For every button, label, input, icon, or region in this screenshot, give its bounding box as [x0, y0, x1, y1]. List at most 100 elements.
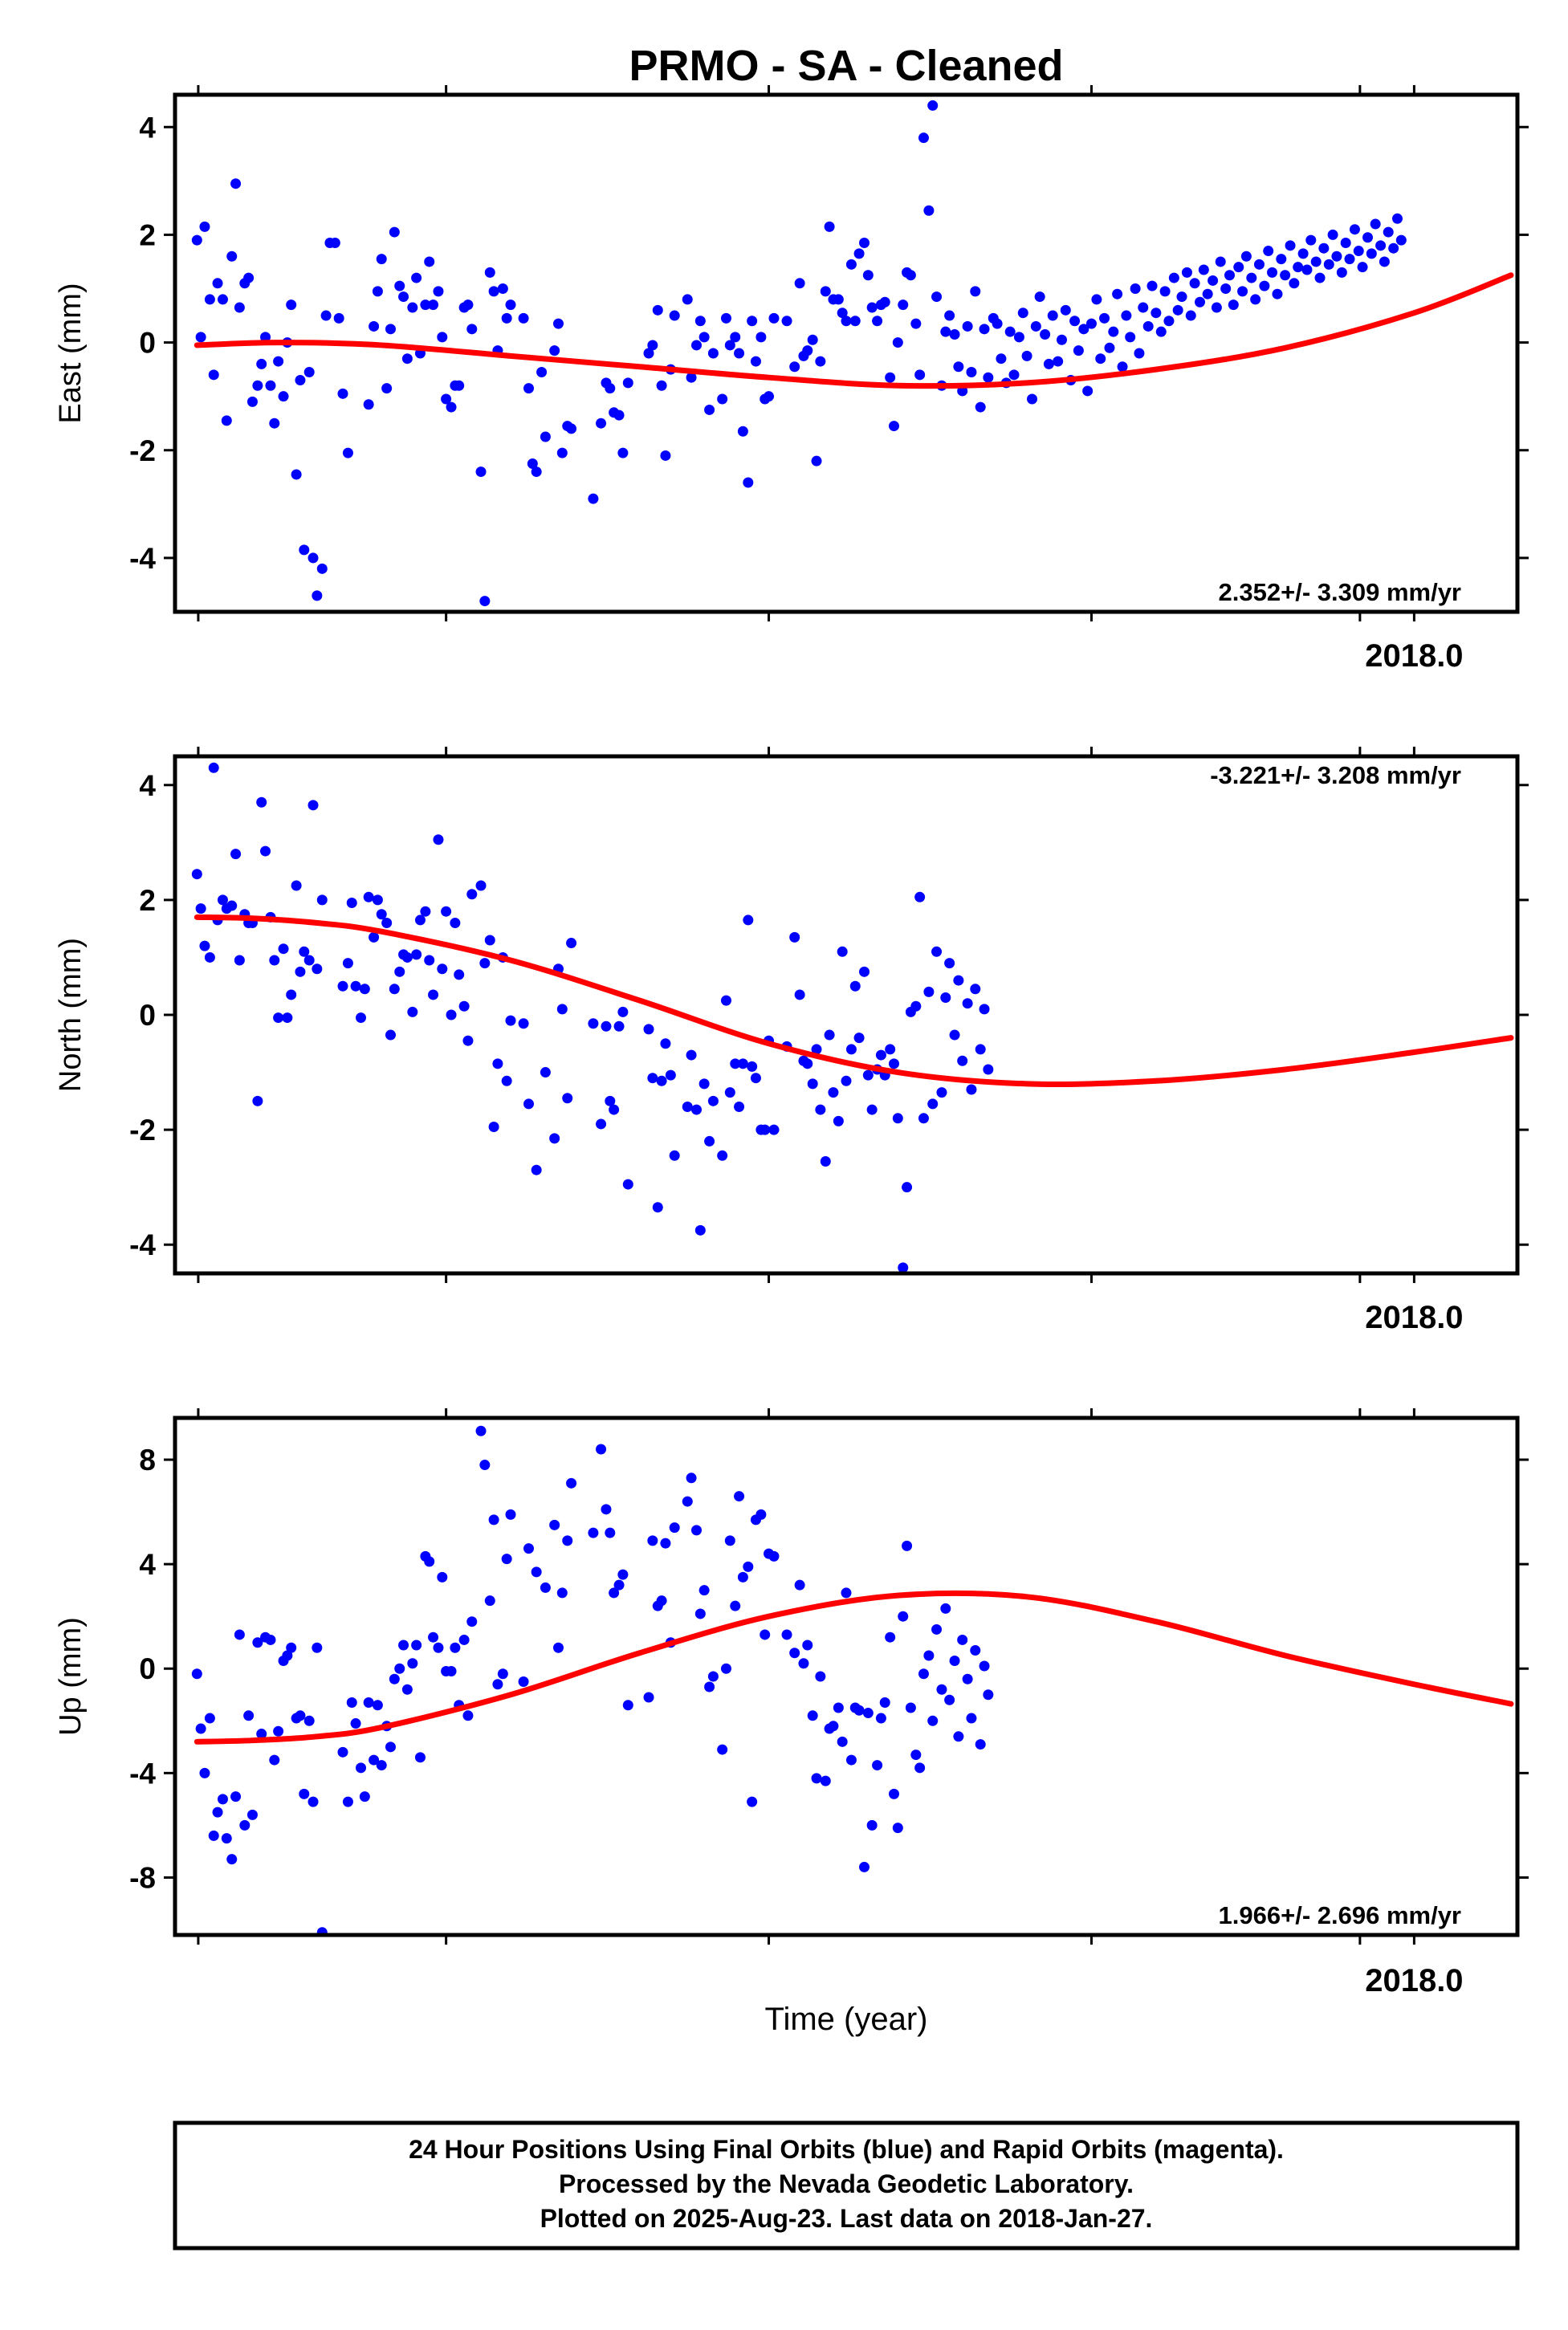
up-data-point	[910, 1750, 922, 1761]
north-data-point	[824, 1029, 835, 1041]
east-data-point	[910, 318, 922, 329]
east-data-point	[1017, 308, 1028, 319]
east-data-point	[1272, 288, 1283, 299]
east-data-point	[527, 458, 538, 470]
north-panel: -4 -2 0 2 4 2018.0 North (mm) -3.221+/- 3.208 m…	[54, 747, 1529, 1335]
figure-title: PRMO - SA - Cleaned	[629, 42, 1063, 90]
east-data-point	[1263, 246, 1274, 257]
north-data-point	[385, 1029, 396, 1041]
up-data-point	[492, 1679, 503, 1690]
up-data-point	[282, 1650, 293, 1661]
north-data-point	[815, 1104, 826, 1115]
east-data-point	[1305, 234, 1317, 246]
east-data-point	[1505, 0, 1515, 6]
east-data-point	[381, 383, 393, 394]
east-data-point	[885, 372, 896, 383]
north-data-point	[962, 998, 973, 1009]
up-data-point	[885, 1631, 896, 1643]
up-data-point	[866, 1819, 878, 1831]
north-data-point	[556, 1004, 568, 1015]
east-data-point	[407, 302, 418, 313]
east-data-point	[199, 221, 210, 232]
up-data-point	[497, 1668, 508, 1680]
north-data-point	[505, 1015, 516, 1026]
north-data-point	[359, 984, 370, 995]
up-data-point	[686, 1473, 697, 1484]
east-data-point	[1151, 308, 1162, 319]
up-data-point	[376, 1760, 387, 1771]
north-data-point	[401, 951, 413, 963]
east-data-point	[1383, 226, 1394, 238]
east-data-point	[1040, 329, 1051, 340]
north-data-point	[312, 963, 323, 975]
up-data-point	[475, 1425, 487, 1436]
up-data-point	[221, 1833, 232, 1844]
east-data-point	[1314, 272, 1326, 283]
up-data-point	[226, 1854, 238, 1865]
north-data-point	[269, 955, 280, 966]
north-data-point	[437, 963, 448, 975]
north-data-point	[888, 1058, 899, 1069]
north-data-point	[609, 1104, 620, 1115]
north-data-point	[866, 1104, 878, 1115]
up-data-point	[862, 1708, 874, 1719]
east-data-point	[1130, 283, 1141, 294]
east-data-point	[992, 318, 1003, 329]
up-data-point	[484, 1595, 495, 1607]
up-data-point	[299, 1788, 310, 1799]
up-data-point	[433, 1642, 444, 1653]
up-data-point	[556, 1587, 568, 1599]
east-data-point	[1431, 0, 1441, 6]
east-data-point	[1043, 358, 1054, 369]
up-data-point	[962, 1673, 973, 1684]
north-data-point	[682, 1101, 693, 1112]
east-data-point	[552, 318, 564, 329]
north-data-point	[940, 992, 951, 1004]
up-data-point	[350, 1718, 361, 1729]
east-fit-curve	[193, 272, 1514, 389]
up-velocity-rate: 1.966+/- 2.696 mm/yr	[1219, 1901, 1461, 1929]
north-data-point	[704, 1135, 715, 1147]
east-data-point	[892, 337, 903, 348]
up-data-point	[660, 1538, 671, 1549]
east-data-point	[656, 380, 667, 391]
east-data-point	[1008, 369, 1020, 381]
up-data-point	[312, 1642, 323, 1653]
east-data-point	[316, 563, 328, 574]
north-data-point	[369, 931, 380, 943]
east-data-point	[1285, 240, 1296, 251]
east-data-point	[291, 469, 302, 480]
east-data-point	[246, 396, 258, 407]
north-data-point	[966, 1084, 977, 1095]
north-data-point	[622, 1179, 633, 1190]
up-data-point	[337, 1746, 348, 1758]
up-data-point	[853, 1705, 865, 1716]
east-data-point	[1318, 242, 1330, 254]
east-data-point	[1082, 385, 1094, 397]
up-data-point	[707, 1671, 719, 1682]
up-data-point	[605, 1527, 616, 1538]
x-axis-label: Time (year)	[765, 2002, 928, 2037]
up-data-point	[424, 1556, 435, 1567]
north-data-point	[811, 1044, 822, 1055]
east-data-point	[230, 178, 242, 189]
east-data-point	[441, 393, 452, 405]
up-data-point	[549, 1519, 560, 1530]
east-data-point	[1409, 0, 1419, 6]
up-data-point	[389, 1673, 400, 1684]
east-data-point	[295, 375, 306, 386]
east-data-point	[794, 278, 805, 289]
east-data-point	[1496, 0, 1506, 6]
up-data-point	[794, 1579, 805, 1591]
up-data-point	[488, 1514, 499, 1525]
up-data-point	[966, 1713, 977, 1724]
east-data-point	[996, 353, 1007, 365]
up-data-point	[936, 1684, 947, 1695]
up-data-point	[363, 1697, 374, 1709]
north-data-point	[944, 958, 955, 969]
east-data-point	[1060, 304, 1071, 316]
east-data-point	[979, 324, 990, 335]
up-data-point	[833, 1702, 844, 1713]
east-data-point	[518, 312, 529, 324]
